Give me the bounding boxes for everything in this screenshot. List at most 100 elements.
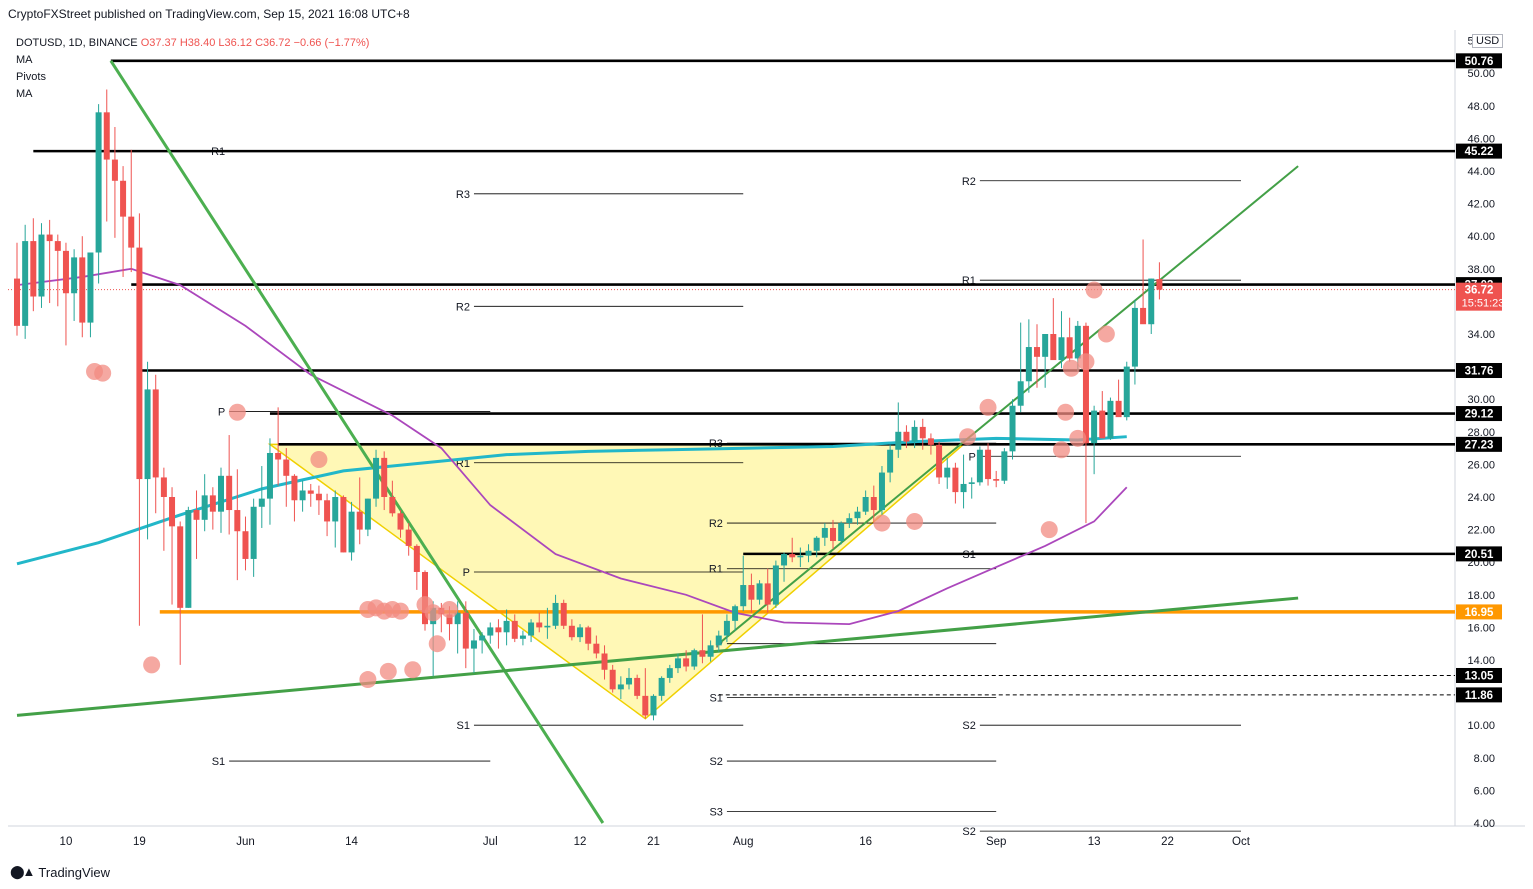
price-tick-label: 4.00 [1474,818,1495,830]
candle-body [152,389,159,478]
marker-circle [1062,359,1080,377]
candle-body [1140,307,1147,325]
candle-body [887,449,894,473]
candle-body [805,550,812,556]
price-tick-label: 26.00 [1467,459,1495,471]
candle-body [218,475,224,512]
indicator-ma-1[interactable]: MA [16,54,33,66]
candle-body [748,585,755,600]
candle-body [169,497,176,527]
price-label-text: 16.95 [1465,607,1494,619]
footer-brand[interactable]: ⬤▲ TradingView [10,864,110,880]
marker-circle [379,662,397,680]
candle-body [324,500,331,522]
candle-body [968,482,975,484]
price-tick-label: 18.00 [1467,590,1495,602]
candle-body [266,452,273,499]
candle-body [536,622,543,628]
candle-body [789,554,796,558]
candle-body [95,112,102,253]
candle-body [242,531,249,559]
ohlc-values: O37.37 H38.40 L36.12 C36.72 −0.66 (−1.77… [140,37,370,49]
candle-body [870,497,877,511]
candle-body [944,467,951,478]
candle-body [234,510,241,532]
candle-body [209,495,216,512]
pivot-label: S3 [709,807,722,819]
pivot-label: P [463,567,470,579]
candle-body [552,602,559,626]
candle-body [609,669,616,690]
price-tick-label: 28.00 [1467,427,1495,439]
indicator-pivots[interactable]: Pivots [16,71,46,83]
candle-body [993,479,1000,481]
candle-body [405,529,412,546]
marker-circle [1069,429,1087,447]
candle-body [674,658,681,669]
candle-body [601,653,608,670]
candle-body [683,658,690,667]
publisher-caption: CryptoFXStreet published on TradingView.… [8,7,410,21]
price-tick-label: 34.00 [1467,329,1495,341]
candle-body [830,527,836,542]
indicator-ma-2[interactable]: MA [16,88,33,100]
candle-body [658,677,665,696]
candle-body [927,438,934,445]
candle-body [348,511,355,553]
candle-body [528,622,535,636]
candle-body [87,252,94,323]
marker-circle [979,398,997,416]
candle-body [976,449,983,483]
price-tick-label: 40.00 [1467,231,1495,243]
marker-circle [359,671,377,689]
currency-unit[interactable]: USD [1472,34,1504,48]
price-label-box [1456,604,1502,620]
marker-circle [959,428,977,446]
candle-body [797,555,804,558]
candle-body [250,506,257,559]
price-label-box [1456,687,1502,703]
price-tick-label: 50.00 [1467,68,1495,80]
time-tick-label: 14 [345,836,358,848]
marker-circle [906,512,924,530]
marker-circle [310,451,328,469]
candle-body [1099,410,1106,439]
candle-body [699,650,706,657]
candle-body [356,511,363,530]
candle-body [756,583,763,600]
marker-circle [1052,441,1070,459]
price-label-text: 27.23 [1465,439,1494,451]
marker-circle [428,635,446,653]
candle-body [479,635,486,641]
candle-body [568,625,575,638]
time-tick-label: 16 [859,836,872,848]
price-label-text: 31.76 [1465,366,1494,378]
candle-body [1042,334,1049,357]
price-label-box [1456,667,1502,683]
price-label-text: 45.22 [1465,146,1494,158]
time-tick-label: Oct [1232,836,1251,848]
candle-body [185,510,192,608]
candle-body [258,498,265,507]
marker-circle [1057,403,1075,421]
candle-body [54,241,61,251]
candle-body [1074,325,1081,359]
candle-body [373,457,380,499]
candle-body [1082,325,1089,444]
candle-body [634,677,641,696]
candle-body [397,513,404,530]
candle-body [1034,347,1040,357]
candle-body [389,497,396,514]
time-tick-label: 10 [60,836,73,848]
candle-body [201,495,208,520]
marker-circle [392,602,410,620]
candle-body [740,585,747,607]
price-label-box [1456,53,1502,69]
candle-body [707,645,714,657]
candle-body [1091,410,1098,444]
symbol-row[interactable]: DOTUSD, 1D, BINANCE O37.37 H38.40 L36.12… [16,35,369,52]
trend-lines [16,59,1299,824]
price-label-text: 20.51 [1465,549,1494,561]
chart-legend: DOTUSD, 1D, BINANCE O37.37 H38.40 L36.12… [16,35,369,103]
